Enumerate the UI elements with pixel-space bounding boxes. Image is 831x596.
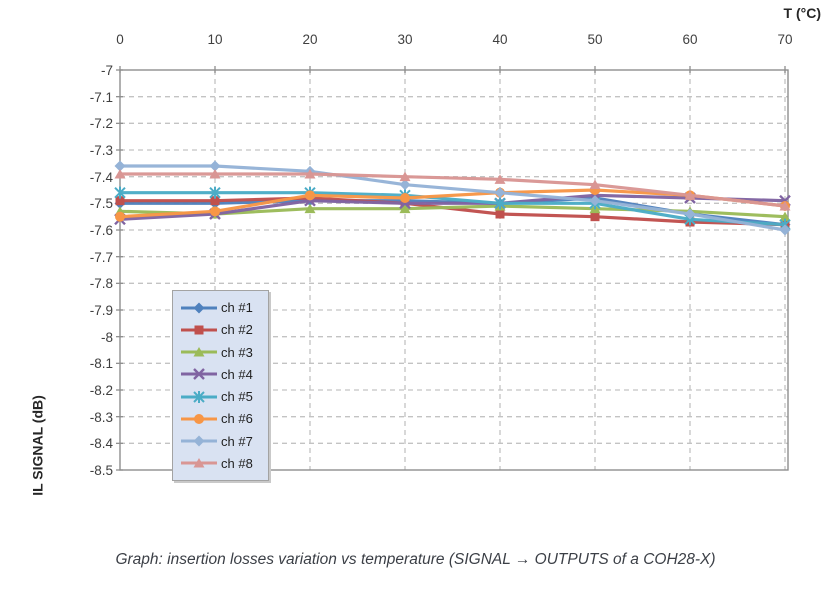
y-tick-label: -7.6 <box>89 223 113 238</box>
legend-marker-square-icon <box>181 325 217 335</box>
legend-marker-asterisk-icon <box>181 390 217 403</box>
legend-item: ch #3 <box>180 345 268 360</box>
y-tick-label: -7 <box>100 63 113 78</box>
legend: ch #1 ch #2 ch #3 ch #4 ch #5 ch #6 ch #7 ch #8 <box>172 290 269 481</box>
y-tick-label: -8 <box>100 329 113 345</box>
y-tick-label: -7.9 <box>89 303 113 318</box>
legend-label: ch #1 <box>221 300 253 316</box>
x-tick-label: 30 <box>397 32 413 47</box>
legend-label: ch #2 <box>221 322 253 338</box>
caption: Graph: insertion losses variation vs tem… <box>115 551 716 568</box>
x-tick-label: 20 <box>302 32 318 47</box>
legend-marker-triangle-icon <box>181 347 217 357</box>
x-tick-label: 60 <box>682 32 698 47</box>
y-tick-label: -8.4 <box>89 436 113 452</box>
y-tick-label: -7.7 <box>89 249 113 265</box>
y-tick-label: -8.5 <box>89 463 113 478</box>
legend-marker-diamond-icon <box>181 435 217 447</box>
series-ch-8 <box>114 169 791 211</box>
legend-label: ch #4 <box>221 366 253 382</box>
x-tick-label: 40 <box>492 32 508 47</box>
x-tick-label: 70 <box>777 32 793 47</box>
legend-item: ch #4 <box>180 367 268 382</box>
legend-item: ch #1 <box>180 300 268 315</box>
series-ch-7 <box>114 160 791 236</box>
legend-label: ch #5 <box>221 389 253 405</box>
y-tick-label: -7.1 <box>89 89 113 105</box>
legend-marker-diamond-icon <box>181 302 217 314</box>
legend-item: ch #5 <box>180 389 268 404</box>
y-tick-label: -7.4 <box>89 169 113 185</box>
legend-item: ch #2 <box>180 322 268 337</box>
y-tick-label: -8.2 <box>89 383 113 398</box>
y-tick-label: -8.3 <box>89 409 113 425</box>
legend-label: ch #3 <box>221 344 253 360</box>
x-tick-label: 10 <box>207 32 223 47</box>
x-axis-title: T (°C) <box>783 5 821 21</box>
legend-marker-x-icon <box>181 368 217 381</box>
legend-item: ch #6 <box>180 411 268 426</box>
y-tick-label: -7.5 <box>89 196 113 212</box>
legend-label: ch #6 <box>221 411 253 427</box>
legend-item: ch #7 <box>180 434 268 449</box>
x-tick-label: 50 <box>587 32 603 47</box>
y-axis-title: IL SIGNAL (dB) <box>29 395 46 496</box>
legend-marker-circle-icon <box>181 413 217 424</box>
y-tick-label: -7.3 <box>89 143 113 158</box>
y-tick-label: -8.1 <box>89 356 113 372</box>
plot-border <box>119 69 789 471</box>
x-tick-label: 0 <box>116 32 124 47</box>
legend-label: ch #7 <box>221 433 253 449</box>
y-tick-label: -7.2 <box>89 116 113 132</box>
y-tick-label: -7.8 <box>89 276 113 292</box>
legend-marker-triangle-icon <box>181 458 217 468</box>
legend-item: ch #8 <box>180 456 268 471</box>
legend-label: ch #8 <box>221 455 253 471</box>
